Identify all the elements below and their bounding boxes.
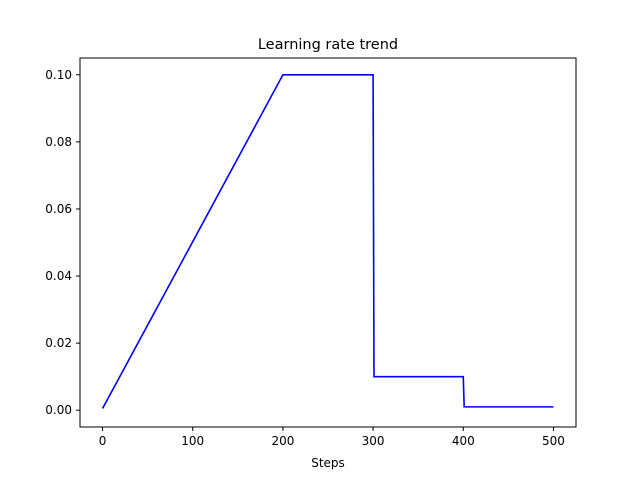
y-tick-label: 0.06	[45, 202, 72, 216]
x-axis-label: Steps	[311, 456, 345, 470]
x-tick-label: 300	[362, 434, 385, 448]
axes-frame	[79, 57, 577, 428]
y-tick-label: 0.04	[45, 269, 72, 283]
x-tick-label: 200	[271, 434, 294, 448]
plot-area	[101, 73, 554, 409]
chart-title: Learning rate trend	[258, 37, 398, 53]
series-line	[101, 73, 554, 409]
x-tick-label: 100	[181, 434, 204, 448]
y-tick-label: 0.02	[45, 336, 72, 350]
x-axis: 0 100 200 300 400 500	[99, 427, 565, 448]
x-tick-label: 400	[452, 434, 475, 448]
x-tick-label: 500	[542, 434, 565, 448]
y-tick-label: 0.00	[45, 403, 72, 417]
y-tick-label: 0.10	[45, 68, 72, 82]
y-tick-label: 0.08	[45, 135, 72, 149]
y-axis: 0.00 0.02 0.04 0.06 0.08 0.10	[45, 68, 80, 417]
x-tick-label: 0	[99, 434, 107, 448]
